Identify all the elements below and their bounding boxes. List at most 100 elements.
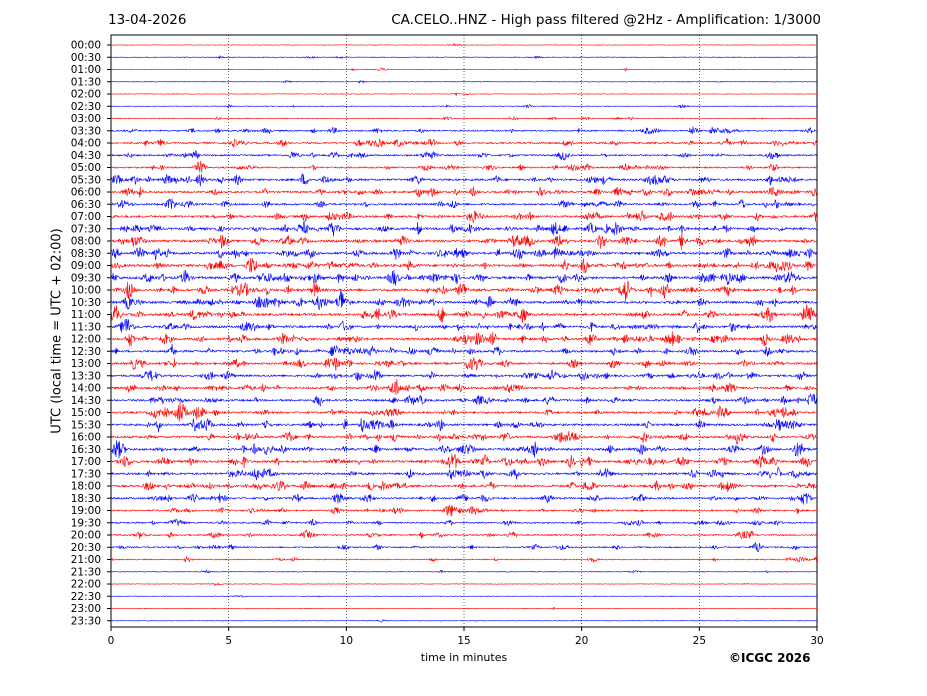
y-tick-label: 16:00 (71, 432, 101, 444)
trace-1200 (110, 331, 818, 347)
y-tick-label: 09:30 (71, 272, 101, 284)
y-tick-label: 00:00 (71, 40, 101, 52)
chart-title: CA.CELO..HNZ - High pass filtered @2Hz -… (391, 12, 821, 28)
y-tick-label: 19:00 (71, 505, 101, 517)
trace-0330 (110, 126, 818, 136)
trace-1830 (110, 492, 818, 505)
x-tick-label: 30 (810, 635, 823, 647)
y-tick-label: 13:30 (71, 370, 101, 382)
x-axis-label: time in minutes (420, 651, 508, 664)
y-tick-label: 05:30 (71, 174, 101, 186)
trace-1500 (110, 401, 818, 422)
y-tick-label: 12:30 (71, 346, 101, 358)
y-tick-label: 22:00 (71, 579, 101, 591)
y-tick-label: 16:30 (71, 444, 101, 456)
y-tick-label: 15:00 (71, 407, 101, 419)
trace-0300 (110, 116, 818, 121)
date-label: 13-04-2026 (108, 12, 187, 28)
trace-0200 (110, 92, 818, 97)
trace-2100 (110, 555, 818, 563)
trace-2200 (110, 582, 818, 586)
y-tick-label: 18:00 (71, 481, 101, 493)
y-tick-label: 21:00 (71, 554, 101, 566)
y-tick-label: 06:30 (71, 199, 101, 211)
y-tick-label: 01:00 (71, 64, 101, 76)
x-tick-label: 5 (225, 635, 232, 647)
trace-0800 (110, 231, 818, 251)
y-tick-label: 09:00 (71, 260, 101, 272)
y-tick-label: 11:00 (71, 309, 101, 321)
y-tick-label: 03:00 (71, 113, 101, 125)
trace-1330 (110, 369, 818, 382)
y-tick-label: 19:30 (71, 517, 101, 529)
y-tick-label: 14:00 (71, 383, 101, 395)
y-tick-label: 17:00 (71, 456, 101, 468)
trace-1630 (110, 440, 818, 459)
y-tick-label: 08:00 (71, 236, 101, 248)
trace-1430 (110, 393, 818, 407)
y-axis-label: UTC (local time = UTC + 02:00) (49, 228, 65, 434)
trace-1900 (110, 504, 818, 517)
trace-0130 (110, 79, 818, 84)
y-tick-label: 00:30 (71, 52, 101, 64)
y-tick-label: 20:30 (71, 542, 101, 554)
y-tick-label: 02:30 (71, 101, 101, 113)
y-tick-label: 01:30 (71, 76, 101, 88)
y-tick-label: 21:30 (71, 566, 101, 578)
y-tick-label: 03:30 (71, 125, 101, 137)
y-tick-label: 10:00 (71, 285, 101, 297)
trace-1700 (110, 453, 818, 469)
trace-0900 (110, 258, 818, 274)
x-tick-label: 10 (340, 635, 353, 647)
trace-0830 (110, 246, 818, 261)
x-tick-label: 15 (457, 635, 470, 647)
y-tick-label: 08:30 (71, 248, 101, 260)
plot-frame (110, 34, 818, 628)
trace-0100 (110, 67, 818, 72)
x-tick-label: 20 (575, 635, 588, 647)
trace-0700 (110, 210, 818, 223)
trace-1800 (110, 480, 818, 492)
y-tick-label: 15:30 (71, 419, 101, 431)
y-tick-label: 20:00 (71, 530, 101, 542)
trace-2000 (111, 529, 818, 540)
trace-0030 (110, 54, 818, 60)
trace-0230 (110, 103, 818, 109)
y-tick-label: 23:30 (71, 615, 101, 627)
trace-1530 (110, 418, 818, 433)
trace-0530 (110, 173, 818, 187)
y-tick-label: 17:30 (71, 468, 101, 480)
y-tick-label: 06:00 (71, 187, 101, 199)
trace-1400 (110, 378, 818, 395)
trace-1600 (110, 430, 818, 445)
y-tick-label: 22:30 (71, 591, 101, 603)
trace-0930 (110, 269, 818, 286)
y-tick-label: 12:00 (71, 334, 101, 346)
y-tick-label: 13:00 (71, 358, 101, 370)
trace-2330 (110, 619, 818, 623)
y-tick-label: 05:00 (71, 162, 101, 174)
trace-1030 (110, 288, 818, 311)
trace-0630 (110, 198, 818, 209)
trace-0500 (110, 160, 818, 173)
x-tick-label: 25 (693, 635, 706, 647)
trace-1930 (110, 518, 818, 527)
y-tick-label: 11:30 (71, 321, 101, 333)
y-tick-label: 07:30 (71, 223, 101, 235)
trace-1100 (110, 304, 818, 324)
y-tick-label: 10:30 (71, 297, 101, 309)
trace-2130 (110, 569, 818, 574)
y-tick-label: 04:00 (71, 138, 101, 150)
trace-0730 (110, 220, 818, 237)
y-tick-label: 14:30 (71, 395, 101, 407)
trace-0600 (110, 186, 818, 198)
y-tick-label: 23:00 (71, 603, 101, 615)
trace-0000 (110, 42, 818, 47)
trace-2300 (110, 606, 818, 611)
trace-0400 (110, 138, 818, 148)
trace-0430 (110, 150, 818, 161)
y-tick-label: 04:30 (71, 150, 101, 162)
trace-1130 (110, 318, 818, 334)
y-tick-label: 02:00 (71, 89, 101, 101)
